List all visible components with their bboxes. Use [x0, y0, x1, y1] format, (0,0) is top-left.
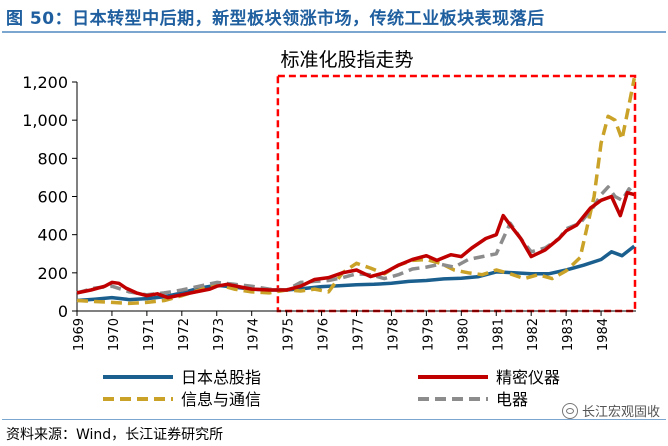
- x-tick-label: 1976: [317, 318, 332, 351]
- series-line-electric: [76, 185, 636, 297]
- x-tick-label: 1971: [142, 318, 157, 351]
- x-tick-label: 1975: [282, 318, 297, 351]
- y-tick-label: 400: [37, 226, 68, 245]
- wechat-icon: [561, 402, 578, 419]
- series-line-precision: [76, 190, 635, 300]
- x-tick-label: 1980: [456, 318, 471, 351]
- x-tick-label: 1984: [596, 318, 611, 351]
- bottom-divider: [2, 419, 666, 420]
- legend-label-telecom: 信息与通信: [181, 390, 261, 409]
- x-tick-label: 1977: [352, 318, 367, 351]
- watermark: 长江宏观固收: [561, 401, 660, 420]
- y-tick-label: 600: [37, 188, 68, 207]
- figure-title: 图 50：日本转型中后期，新型板块领涨市场，传统工业板块表现落后: [6, 9, 545, 29]
- watermark-text: 长江宏观固收: [581, 405, 660, 420]
- x-tick-label: 1978: [386, 318, 401, 351]
- y-tick-label: 1,000: [22, 111, 68, 130]
- x-tick-label: 1970: [107, 318, 122, 351]
- x-tick-label: 1973: [212, 318, 227, 351]
- chart-title: 标准化股指走势: [280, 49, 413, 71]
- y-tick-label: 1,200: [22, 73, 68, 92]
- x-tick-label: 1981: [491, 318, 506, 351]
- x-tick-label: 1979: [421, 318, 436, 351]
- legend-label-precision: 精密仪器: [496, 368, 560, 387]
- y-tick-label: 0: [58, 302, 68, 321]
- source-note: 资料来源：Wind，长江证券研究所: [6, 427, 224, 443]
- x-tick-label: 1974: [247, 318, 262, 351]
- top-divider: [2, 31, 666, 33]
- x-tick-label: 1972: [177, 318, 192, 351]
- y-tick-label: 200: [37, 264, 68, 283]
- legend-label-electric: 电器: [496, 390, 528, 409]
- x-tick-label: 1983: [561, 318, 576, 351]
- x-tick-label: 1982: [526, 318, 541, 351]
- x-tick-label: 1969: [72, 318, 87, 351]
- y-tick-label: 800: [37, 149, 68, 168]
- legend-label-nikkei: 日本总股指: [181, 368, 261, 387]
